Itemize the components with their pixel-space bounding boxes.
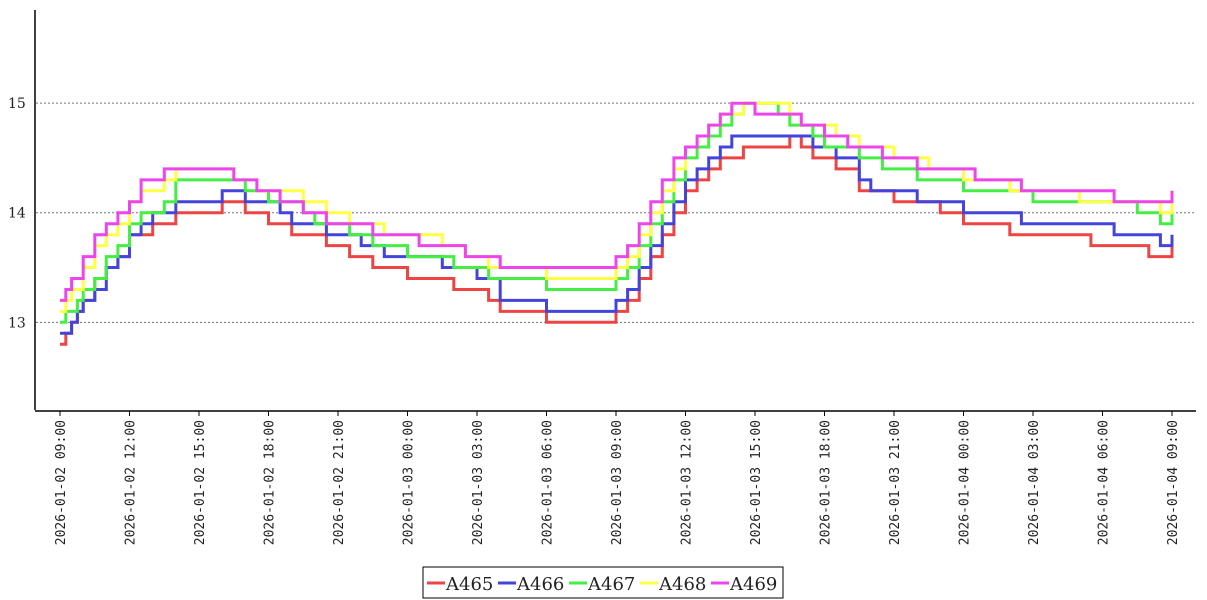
- x-tick-label: 2026-01-02 15:00: [193, 420, 208, 545]
- x-tick-label: 2026-01-02 12:00: [124, 420, 139, 545]
- series-line-A466: [60, 134, 1174, 335]
- x-tick-label: 2026-01-03 12:00: [680, 420, 695, 545]
- x-tick-label: 2026-01-04 03:00: [1027, 420, 1042, 545]
- x-tick-label: 2026-01-03 18:00: [819, 420, 834, 545]
- series-line-A465: [60, 134, 1174, 346]
- series-line-A469: [60, 101, 1174, 302]
- x-tick-label: 2026-01-03 15:00: [749, 420, 764, 545]
- y-tick-labels: 13 14 15: [8, 96, 26, 331]
- x-tick-label: 2026-01-03 09:00: [610, 420, 625, 545]
- x-tick-label: 2026-01-03 00:00: [402, 420, 417, 545]
- y-tick-label: 15: [8, 96, 26, 112]
- legend-label-A469: A469: [729, 574, 777, 595]
- legend: A465 A466 A467 A468 A469: [422, 566, 784, 599]
- y-tick-label: 13: [8, 315, 26, 331]
- x-tick-label: 2026-01-03 06:00: [541, 420, 556, 545]
- x-tick-label: 2026-01-03 03:00: [471, 420, 486, 545]
- x-tick-label: 2026-01-03 21:00: [888, 420, 903, 545]
- legend-label-A466: A466: [516, 574, 564, 595]
- legend-label-A467: A467: [587, 574, 635, 595]
- x-tick-label: 2026-01-04 00:00: [958, 420, 973, 545]
- x-tick-label: 2026-01-04 09:00: [1166, 420, 1181, 545]
- x-tick-label: 2026-01-02 21:00: [332, 420, 347, 545]
- series-lines: [60, 101, 1174, 346]
- y-tick-label: 14: [8, 206, 26, 222]
- legend-label-A465: A465: [445, 574, 493, 595]
- series-line-A467: [60, 101, 1174, 324]
- axes: [34, 10, 1196, 412]
- x-tick-label: 2026-01-02 18:00: [263, 420, 278, 545]
- x-tick-labels: 2026-01-02 09:00 2026-01-02 12:00 2026-01-…: [54, 411, 1181, 545]
- x-tick-label: 2026-01-02 09:00: [54, 420, 69, 545]
- x-tick-label: 2026-01-04 06:00: [1097, 420, 1112, 545]
- legend-label-A468: A468: [658, 574, 706, 595]
